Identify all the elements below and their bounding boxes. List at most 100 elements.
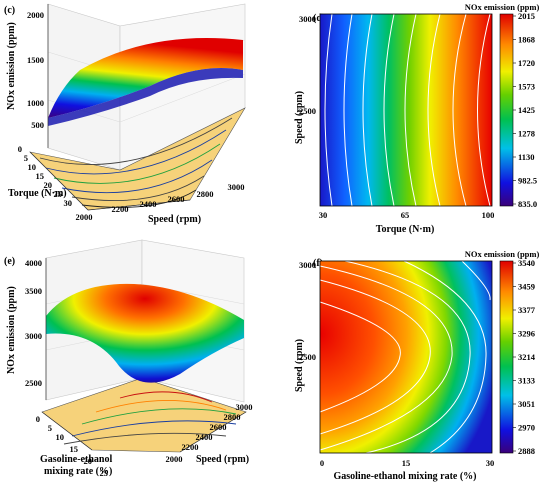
x-tick-label: 2000 (166, 454, 183, 464)
z-tick-label: 3000 (25, 331, 42, 341)
heatmap-area (320, 14, 492, 206)
z-tick-label: 500 (31, 120, 44, 130)
colorbar-tick-label: 1425 (518, 105, 535, 115)
panel-f: (f) 3000 2500 Speed (rpm) 0 15 30 Gasoli… (294, 249, 539, 482)
colorbar (499, 13, 514, 207)
y-axis-title-line: mixing rate (%) (44, 466, 112, 477)
z-axis-title: NOx emission (ppm) (6, 22, 17, 110)
panel-label: (d) (313, 13, 325, 24)
y-tick-label: 2500 (299, 106, 316, 116)
panel-e: (e) 2500 3000 3500 4000 NOx emission (pp… (4, 239, 253, 478)
colorbar-title: NOx emission (ppm) (465, 2, 540, 12)
x-tick-label: 30 (486, 458, 495, 468)
colorbar (499, 260, 514, 454)
x-tick-label: 2400 (140, 199, 157, 209)
x-tick-label: 2200 (112, 204, 129, 214)
y-tick-label: 5 (24, 153, 28, 163)
y-tick-label: 25 (100, 468, 109, 478)
colorbar-tick-label: 1868 (518, 35, 535, 45)
z-tick-label: 1500 (27, 55, 44, 65)
x-tick-label: 3000 (236, 402, 253, 412)
y-axis (41, 411, 93, 451)
y-tick-label: 2500 (299, 352, 316, 362)
colorbar-tick-label: 1573 (518, 82, 535, 92)
y-tick-label: 3000 (299, 260, 316, 270)
y-tick-label: 20 (84, 456, 93, 466)
y-tick-label: 0 (36, 414, 40, 424)
colorbar-tick-label: 2015 (518, 11, 535, 21)
response-surface (48, 38, 243, 118)
y-tick-label: 20 (44, 180, 53, 190)
x-tick-label: 30 (319, 210, 328, 220)
x-tick-label: 2600 (168, 194, 185, 204)
colorbar-ticks: 3540 3459 3377 3296 3214 3133 3051 2970 2888 (513, 258, 536, 456)
colorbar-tick-label: 3214 (518, 352, 536, 362)
colorbar-tick-label: 2970 (518, 423, 535, 433)
colorbar-tick-label: 3296 (518, 329, 535, 339)
colorbar-tick-label: 3133 (518, 376, 535, 386)
y-tick-label: 15 (36, 171, 45, 181)
contour-lines (324, 13, 491, 207)
colorbar-ticks: 2015 1868 1720 1573 1425 1278 1130 982.5 835.0 (513, 11, 537, 209)
y-tick-label: 10 (28, 162, 37, 172)
y-axis-title: Speed (rpm) (294, 91, 305, 144)
z-tick-label: 1000 (27, 98, 44, 108)
x-tick-label: 2800 (224, 412, 241, 422)
x-tick-label: 2600 (210, 422, 227, 432)
z-tick-label: 4000 (25, 258, 42, 268)
colorbar-title: NOx emission (ppm) (465, 249, 540, 259)
x-tick-label: 2400 (196, 432, 213, 442)
colorbar-tick-label: 982.5 (518, 176, 537, 186)
x-axis-title: Gasoline-ethanol mixing rate (%) (333, 471, 476, 482)
colorbar-tick-label: 3459 (518, 282, 535, 292)
colorbar-tick-label: 1720 (518, 58, 535, 68)
x-axis (179, 411, 247, 453)
panel-c: (c) 500 1000 1500 2000 NOx emission (pp (4, 3, 246, 225)
colorbar-tick-label: 3540 (518, 258, 535, 268)
y-axis-title: Speed (rpm) (294, 339, 305, 392)
y-tick-label: 0 (18, 144, 22, 154)
response-surface (46, 283, 244, 383)
x-axis (87, 199, 191, 211)
surface-underside (48, 68, 243, 126)
x-axis-title: Speed (rpm) (148, 214, 201, 225)
y-tick-label: 25 (54, 189, 63, 199)
y-axis-title: Gasoline-ethanol mixing rate (%) (40, 454, 112, 477)
x-tick-label: 0 (320, 458, 324, 468)
x-tick-label: 65 (401, 210, 410, 220)
panel-label: (c) (4, 5, 15, 16)
panel-label: (e) (4, 256, 15, 267)
heatmap-area (320, 261, 492, 453)
x-tick-label: 2000 (76, 212, 93, 222)
z-tick-label: 3500 (25, 286, 42, 296)
contour-lines (319, 260, 491, 454)
z-tick-label: 2000 (27, 10, 44, 20)
y-axis-title-line: Gasoline-ethanol (40, 454, 112, 465)
x-axis-title: Speed (rpm) (196, 454, 249, 465)
x-tick-label: 2200 (182, 442, 199, 452)
y-tick-label: 5 (48, 423, 52, 433)
x-tick-label: 2800 (197, 189, 214, 199)
colorbar-tick-label: 1130 (518, 152, 535, 162)
colorbar-tick-label: 3051 (518, 399, 535, 409)
colorbar-tick-label: 2888 (518, 446, 535, 456)
x-axis-title: Torque (N·m) (376, 224, 435, 235)
x-tick-label: 15 (402, 458, 411, 468)
colorbar-tick-label: 835.0 (518, 199, 537, 209)
colorbar-tick-label: 3377 (518, 305, 536, 315)
x-tick-label: 3000 (228, 182, 245, 192)
z-tick-label: 2500 (25, 378, 42, 388)
panel-label: (f) (313, 258, 323, 269)
y-tick-label: 3000 (299, 14, 316, 24)
y-axis-title: Torque (N·m) (8, 188, 67, 199)
y-tick-label: 30 (64, 198, 73, 208)
x-tick-label: 100 (482, 210, 495, 220)
plot-frame (319, 13, 493, 207)
floor-contour-lines (39, 117, 233, 208)
colorbar-tick-label: 1278 (518, 129, 535, 139)
panel-d: (d) 3000 2500 Speed (rpm) 30 65 100 Torq… (294, 2, 539, 235)
z-axis-title: NOx emission (ppm) (6, 286, 17, 374)
y-tick-label: 10 (56, 432, 65, 442)
y-tick-label: 15 (70, 444, 79, 454)
